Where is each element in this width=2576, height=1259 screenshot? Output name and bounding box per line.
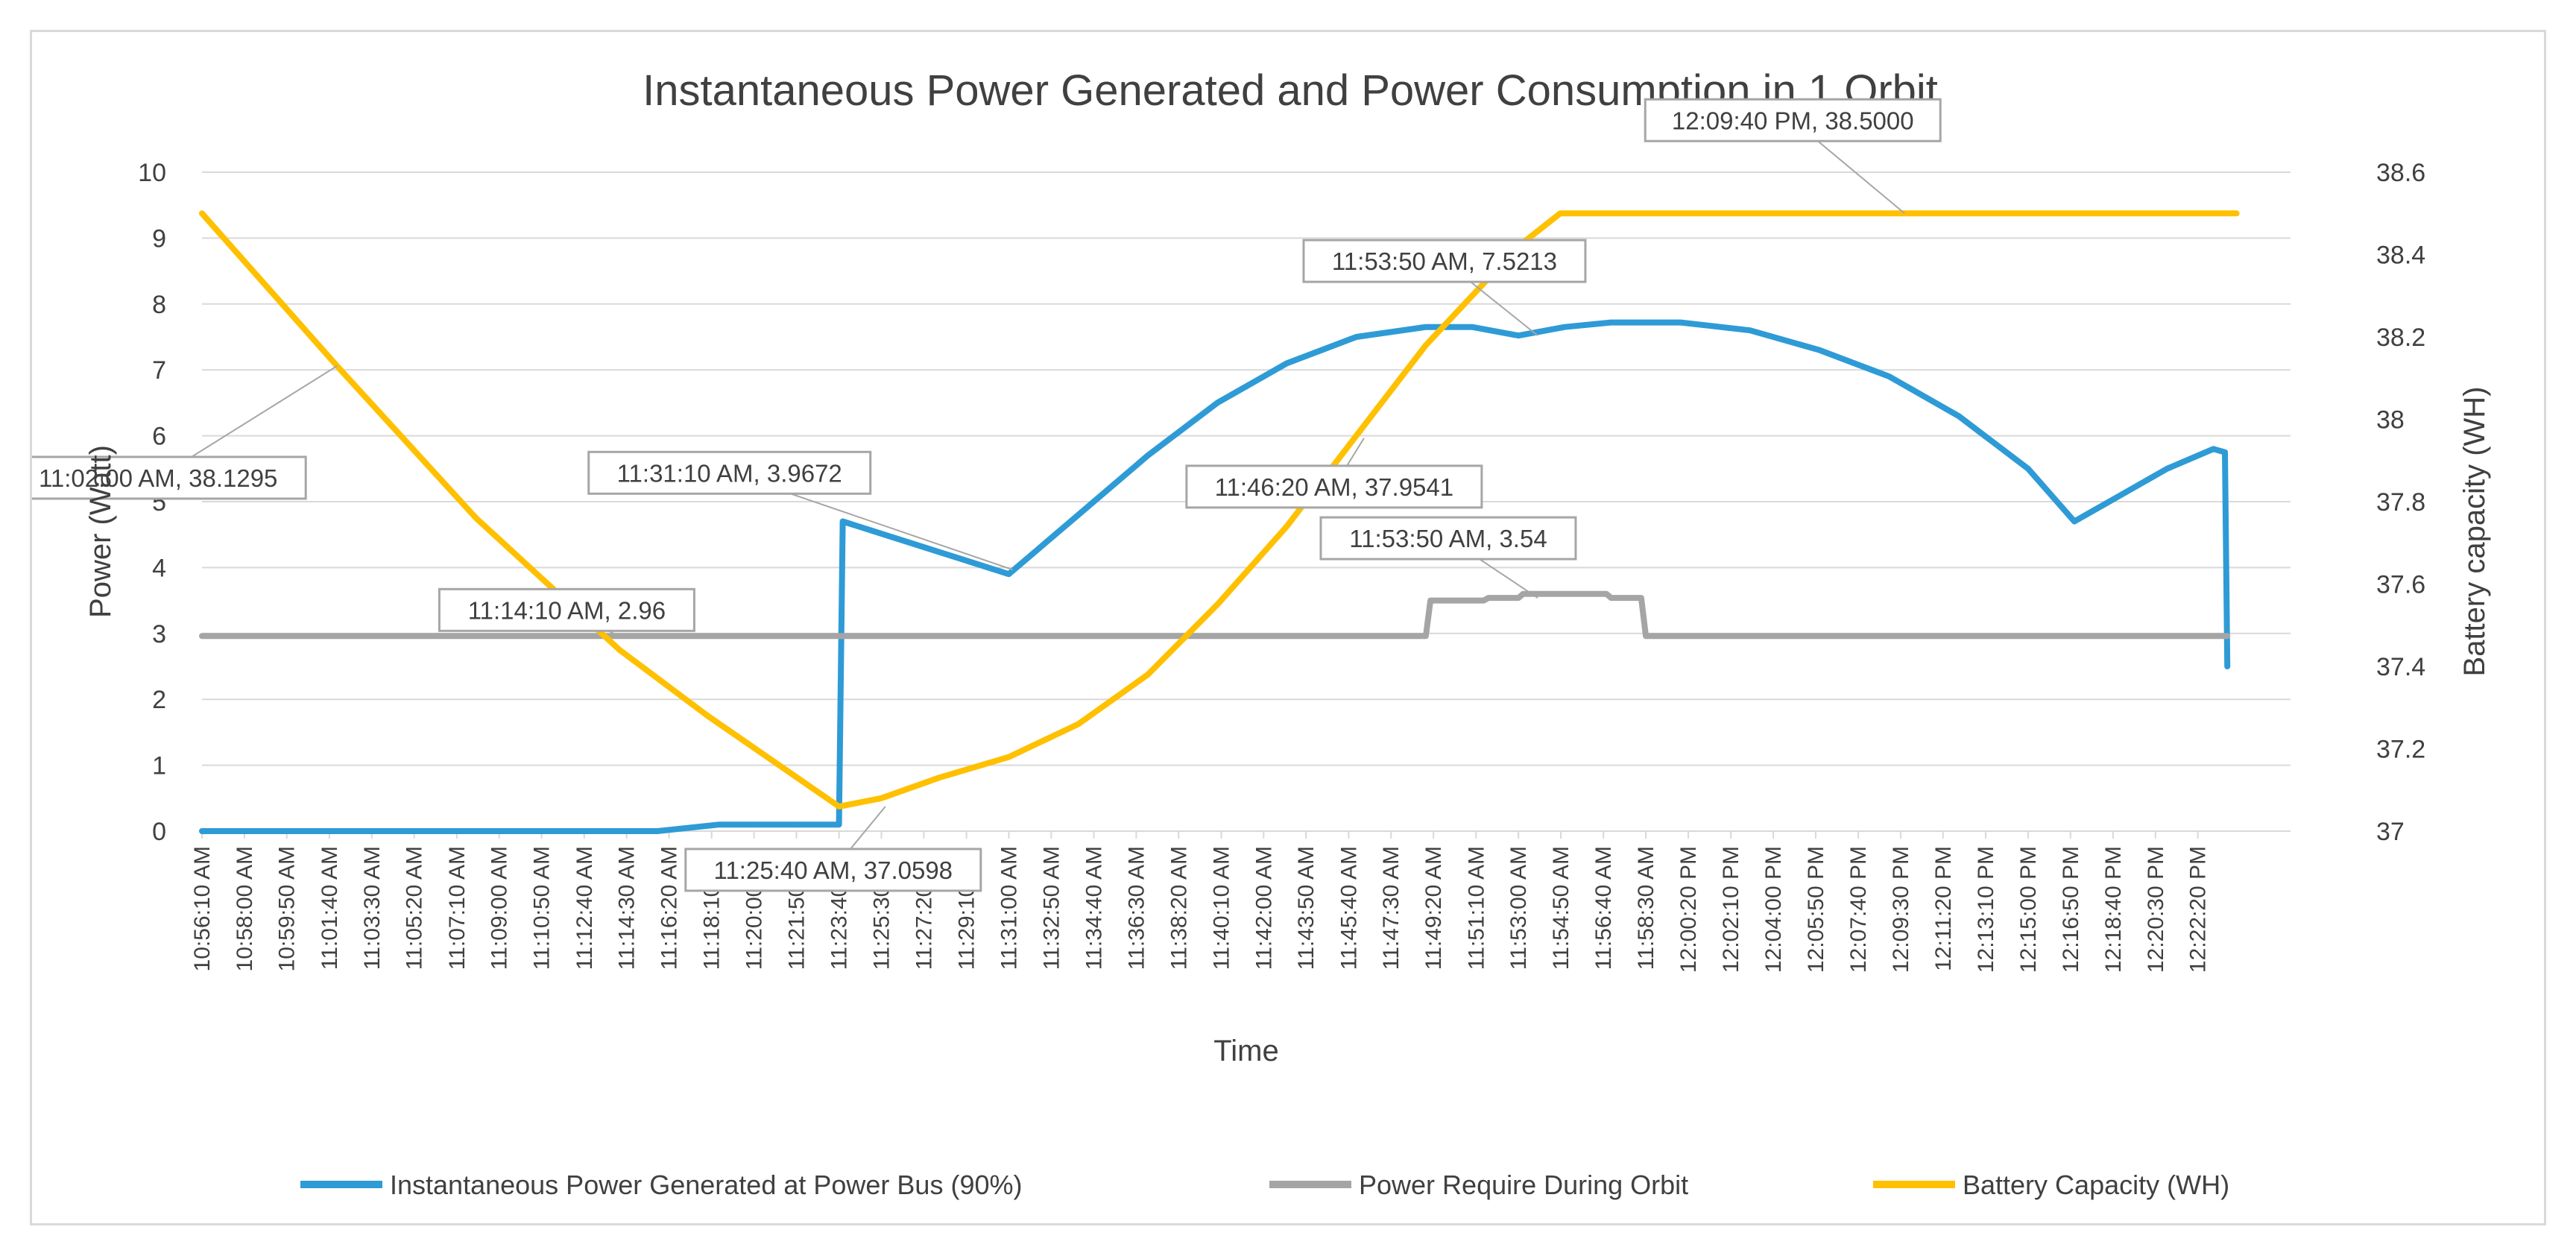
y-left-tick-label: 0 (152, 818, 166, 846)
x-tick-label: 11:38:20 AM (1167, 846, 1191, 970)
annotation-label: 11:25:40 AM, 37.0598 (714, 856, 953, 884)
series-line-2 (199, 210, 2240, 810)
x-tick-label: 12:18:40 PM (2101, 846, 2126, 973)
annotation-label: 11:53:50 AM, 7.5213 (1332, 247, 1557, 275)
x-tick-label: 12:11:20 PM (1931, 846, 1956, 971)
annotation-label: 11:14:10 AM, 2.96 (468, 596, 666, 624)
x-tick-label: 11:47:30 AM (1379, 846, 1404, 970)
x-tick-label: 12:07:40 PM (1846, 846, 1871, 973)
y-left-tick-label: 3 (152, 620, 166, 649)
x-tick-label: 12:04:00 PM (1761, 846, 1786, 973)
y-right-tick-label: 38 (2376, 406, 2405, 435)
annotation-box (684, 848, 982, 892)
y-left-tick-label: 1 (152, 752, 166, 780)
annotation-label: 11:53:50 AM, 3.54 (1349, 525, 1547, 552)
right-axis-ticks: 37 37.2 37.4 37.6 37.8 38 38.2 38.4 38.6 (2376, 159, 2425, 846)
legend-label-0: Instantaneous Power Generated at Power B… (390, 1170, 1022, 1200)
x-tick-label: 10:58:00 AM (233, 846, 257, 971)
x-tick-label: 11:56:40 AM (1591, 846, 1616, 970)
x-tick-label: 11:53:00 AM (1506, 846, 1531, 970)
x-tick-label: 11:12:40 AM (572, 846, 597, 970)
y-left-tick-label: 9 (152, 224, 166, 253)
x-tick-label: 11:58:30 AM (1634, 846, 1658, 970)
y-axis-left-label: Power (Watt) (84, 445, 117, 618)
y-left-tick-label: 7 (152, 356, 166, 385)
y-right-tick-label: 38.4 (2376, 242, 2425, 270)
x-tick-label: 11:42:00 AM (1251, 846, 1276, 970)
y-right-tick-label: 37.2 (2376, 736, 2425, 764)
x-tick-label: 11:43:50 AM (1294, 846, 1319, 970)
annotation-label: 11:02:00 AM, 38.1295 (39, 464, 277, 492)
series-line-0 (199, 319, 2231, 834)
x-tick-label: 11:49:20 AM (1421, 846, 1446, 970)
x-tick-label: 11:03:30 AM (360, 846, 385, 970)
x-tick-label: 12:02:10 PM (1719, 846, 1743, 973)
x-tick-label: 11:54:50 AM (1549, 846, 1573, 970)
chart-frame: Instantaneous Power Generated and Power … (30, 30, 2546, 1225)
x-tick-label: 11:10:50 AM (530, 846, 555, 970)
x-axis-ticks: 10:56:10 AM 10:58:00 AM 10:59:50 AM 11:01:4… (190, 831, 2211, 973)
x-tick-label: 11:09:00 AM (487, 846, 512, 970)
y-right-tick-label: 38.2 (2376, 324, 2425, 352)
annotation-box (32, 455, 307, 500)
chart-svg: Instantaneous Power Generated and Power … (32, 66, 2491, 1200)
x-tick-label: 12:15:00 PM (2016, 846, 2041, 973)
y-right-tick-label: 37.4 (2376, 653, 2425, 681)
annotation-box (1644, 98, 1942, 142)
x-tick-label: 11:05:20 AM (402, 846, 427, 970)
x-tick-label: 12:13:10 PM (1974, 846, 1998, 973)
y-left-tick-label: 10 (138, 159, 166, 187)
y-left-tick-label: 4 (152, 554, 166, 582)
x-tick-label: 11:40:10 AM (1209, 846, 1234, 970)
legend-label-1: Power Require During Orbit (1359, 1170, 1688, 1200)
annotation-label: 11:31:10 AM, 3.9672 (617, 459, 842, 487)
gridlines (202, 171, 2291, 832)
x-tick-label: 11:01:40 AM (318, 846, 342, 970)
y-left-tick-label: 6 (152, 423, 166, 451)
x-tick-label: 12:00:20 PM (1676, 846, 1701, 973)
legend: Instantaneous Power Generated at Power B… (300, 1170, 2229, 1200)
annotation-box (587, 450, 872, 495)
y-left-tick-label: 8 (152, 291, 166, 319)
x-tick-label: 11:07:10 AM (445, 846, 470, 970)
annotation-label: 11:46:20 AM, 37.9541 (1215, 473, 1453, 501)
x-tick-label: 11:16:20 AM (657, 846, 682, 970)
annotation-label: 12:09:40 PM, 38.5000 (1672, 107, 1914, 134)
x-tick-label: 11:36:30 AM (1124, 846, 1149, 970)
x-tick-label: 11:31:00 AM (997, 846, 1021, 970)
y-right-tick-label: 38.6 (2376, 159, 2425, 187)
y-right-tick-label: 37.8 (2376, 488, 2425, 517)
x-tick-label: 12:09:30 PM (1889, 846, 1913, 973)
annotation-box (1185, 464, 1483, 509)
annotation-box (438, 587, 695, 632)
series-line-1 (199, 590, 2231, 640)
annotation-box (1302, 239, 1587, 283)
y-left-tick-label: 2 (152, 686, 166, 714)
x-tick-label: 11:14:30 AM (615, 846, 640, 970)
x-tick-label: 12:22:20 PM (2186, 846, 2211, 973)
x-tick-label: 10:59:50 AM (275, 846, 300, 971)
x-tick-label: 11:34:40 AM (1082, 846, 1107, 970)
y-right-tick-label: 37 (2376, 818, 2405, 846)
x-tick-label: 12:05:50 PM (1804, 846, 1828, 973)
x-tick-label: 11:51:10 AM (1464, 846, 1489, 970)
y-right-tick-label: 37.6 (2376, 571, 2425, 599)
x-tick-label: 12:20:30 PM (2144, 846, 2168, 973)
legend-label-2: Battery Capacity (WH) (1963, 1170, 2229, 1200)
annotation-box (1319, 516, 1577, 561)
x-tick-label: 12:16:50 PM (2059, 846, 2083, 973)
x-tick-label: 10:56:10 AM (190, 846, 215, 971)
x-tick-label: 11:32:50 AM (1039, 846, 1064, 970)
x-axis-label: Time (1213, 1035, 1278, 1067)
y-axis-right-label: Battery capacity (WH) (2458, 387, 2491, 677)
series-layer (199, 210, 2240, 834)
annotation-layer: 11:02:00 AM, 38.1295 11:14:10 AM, 2.96 11:… (32, 98, 1942, 892)
x-tick-label: 11:45:40 AM (1336, 846, 1361, 970)
